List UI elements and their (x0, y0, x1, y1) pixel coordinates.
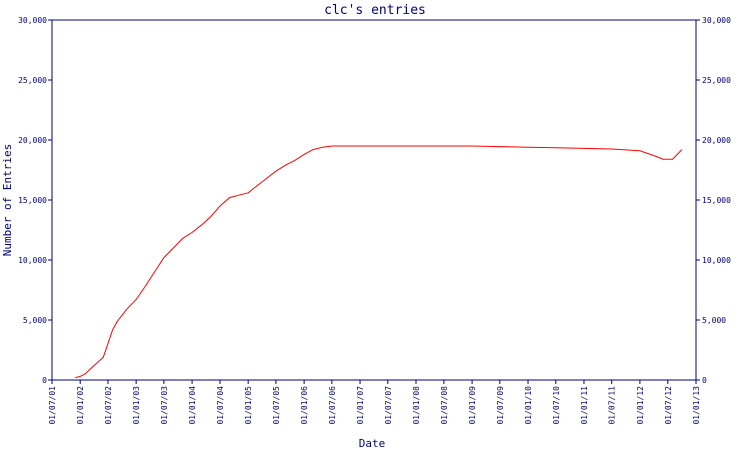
series-group (75, 145, 683, 379)
x-tick-label: 01/01/03 (132, 386, 141, 425)
y-tick-label-left: 15,000 (18, 196, 47, 205)
x-tick-label: 01/01/13 (692, 386, 701, 425)
x-tick-label: 01/01/05 (244, 386, 253, 425)
y-tick-label-right: 15,000 (702, 196, 731, 205)
x-tick-label: 01/07/11 (608, 386, 617, 425)
series-line (75, 145, 683, 379)
x-tick-label: 01/07/04 (216, 386, 225, 425)
x-tick-label: 01/07/07 (384, 386, 393, 425)
x-tick-label: 01/07/02 (104, 386, 113, 425)
x-tick-label: 01/01/07 (356, 386, 365, 425)
y-tick-label-left: 25,000 (18, 76, 47, 85)
y-tick-label-right: 0 (702, 376, 707, 385)
y-tick-label-right: 25,000 (702, 76, 731, 85)
x-tick-label: 01/01/09 (468, 386, 477, 425)
plot-frame (51, 19, 697, 381)
y-tick-label-right: 5,000 (702, 316, 726, 325)
x-tick-label: 01/01/04 (188, 386, 197, 425)
x-tick-label: 01/01/12 (636, 386, 645, 425)
x-axis-label: Date (359, 437, 386, 450)
x-tick-label: 01/01/06 (300, 386, 309, 425)
x-tick-label: 01/07/03 (160, 386, 169, 425)
x-tick-label: 01/07/09 (496, 386, 505, 425)
y-tick-label-left: 20,000 (18, 136, 47, 145)
y-tick-label-right: 30,000 (702, 16, 731, 25)
y-axis-right-ticks: 0 5,000 10,000 15,000 20,000 25,000 30,000 (696, 16, 731, 385)
x-tick-label: 01/07/08 (440, 386, 449, 425)
y-tick-label-left: 0 (42, 376, 47, 385)
x-tick-label: 01/01/11 (580, 386, 589, 425)
x-tick-label: 01/07/12 (664, 386, 673, 425)
y-tick-label-left: 5,000 (23, 316, 47, 325)
y-axis-left-ticks: 0 5,000 10,000 15,000 20,000 25,000 30,000 (18, 16, 52, 385)
x-tick-label: 01/07/10 (552, 386, 561, 425)
y-tick-label-right: 10,000 (702, 256, 731, 265)
x-tick-label: 01/01/08 (412, 386, 421, 425)
x-tick-label: 01/01/02 (76, 386, 85, 425)
x-tick-label: 01/01/10 (524, 386, 533, 425)
y-axis-label: Number of Entries (1, 144, 14, 257)
y-tick-label-left: 30,000 (18, 16, 47, 25)
chart-title: clc's entries (324, 3, 426, 18)
x-tick-label: 01/07/01 (48, 386, 57, 425)
y-tick-label-right: 20,000 (702, 136, 731, 145)
x-tick-label: 01/07/05 (272, 386, 281, 425)
axes (51, 19, 697, 381)
x-axis-ticks: 01/07/01 01/01/02 01/07/02 01/01/03 01/07/03… (48, 380, 701, 425)
x-tick-label: 01/07/06 (328, 386, 337, 425)
y-tick-label-left: 10,000 (18, 256, 47, 265)
